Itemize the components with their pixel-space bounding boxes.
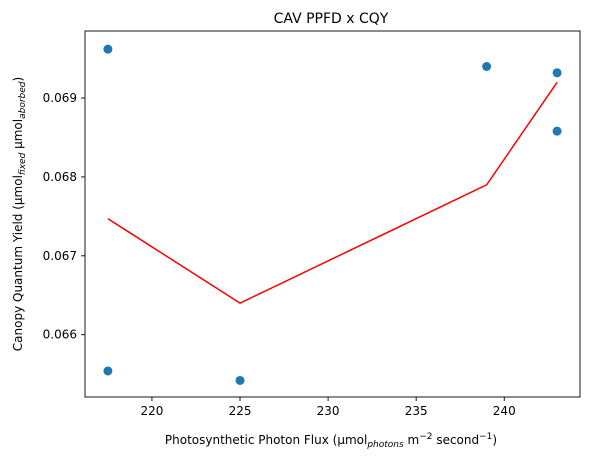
x-tick-label: 230	[317, 404, 340, 418]
y-axis-label-mid: µmol	[11, 119, 25, 153]
data-point	[482, 62, 492, 71]
y-axis-label-sub2: aborbed	[18, 81, 28, 119]
x-axis-label-end: second	[433, 433, 480, 447]
plot-area	[103, 44, 562, 385]
data-point	[552, 68, 562, 78]
data-point	[235, 375, 245, 385]
trend-line	[107, 81, 558, 304]
x-tick-label: 240	[493, 404, 516, 418]
chart-title: CAV PPFD x CQY	[274, 11, 389, 27]
y-tick-label: 0.068	[43, 170, 77, 184]
x-axis-label-close: )	[492, 433, 497, 447]
y-axis-label-close: )	[11, 77, 25, 82]
y-axis-label-base: Canopy Quantum Yield (µmol	[11, 175, 25, 351]
x-axis-label-sub: photons	[366, 440, 404, 450]
x-axis-label-mid: m	[404, 433, 420, 447]
x-axis-label-sup2: −1	[479, 432, 492, 442]
x-tick-label: 220	[140, 404, 163, 418]
y-tick-label: 0.067	[43, 249, 77, 263]
data-point	[552, 126, 562, 136]
data-point	[103, 366, 113, 376]
x-axis-ticks: 220 225 230 235 240	[140, 397, 516, 418]
y-axis-label: Canopy Quantum Yield (µmolfixed µmolabor…	[11, 77, 28, 351]
x-tick-label: 235	[405, 404, 428, 418]
plot-frame	[84, 30, 581, 398]
y-tick-label: 0.066	[43, 328, 77, 342]
y-axis-label-sub1: fixed	[18, 152, 28, 175]
x-tick-label: 225	[229, 404, 252, 418]
x-axis-label-base: Photosynthetic Photon Flux (µmol	[165, 433, 367, 447]
x-axis-label: Photosynthetic Photon Flux (µmolphotons …	[165, 432, 497, 450]
y-axis-ticks: 0.066 0.067 0.068 0.069	[43, 91, 85, 342]
x-axis-label-sup1: −2	[419, 432, 432, 442]
data-point	[103, 44, 113, 54]
y-tick-label: 0.069	[43, 91, 77, 105]
